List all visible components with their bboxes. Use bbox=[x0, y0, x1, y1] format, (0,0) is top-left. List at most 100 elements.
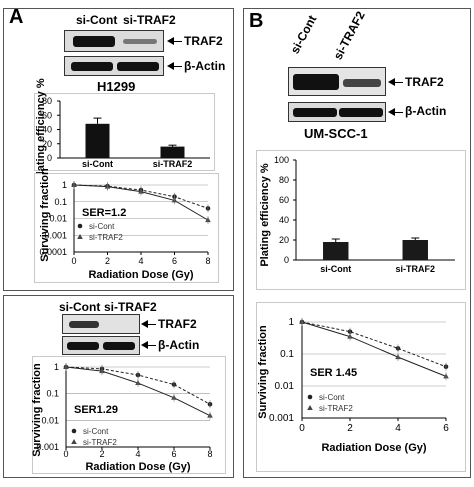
a2-protein-label-actin: β-Actin bbox=[158, 338, 200, 352]
b-band-traf2-cont bbox=[293, 74, 339, 90]
a_survival_bottom-ytick-label: 1 bbox=[54, 362, 59, 372]
a-blot-actin bbox=[64, 56, 164, 76]
a_survival_top-xtick-label: 8 bbox=[205, 256, 210, 266]
b_plating-category-label: si-Cont bbox=[320, 264, 351, 274]
b_plating-ytick-label: 40 bbox=[279, 215, 289, 225]
a_survival_top-xtick-label: 4 bbox=[138, 256, 143, 266]
b-survival-box bbox=[256, 302, 466, 472]
b-protein-label-actin: β-Actin bbox=[405, 104, 447, 118]
a2-band-traf2-cont bbox=[69, 321, 99, 328]
a_plating-ylabel: Plating efficiency % bbox=[35, 78, 47, 182]
a2-blot-actin bbox=[62, 336, 140, 355]
b-blot-traf2 bbox=[288, 67, 386, 96]
a2-lane-label-traf2: si-TRAF2 bbox=[104, 300, 157, 314]
b-plating-chart-box bbox=[256, 150, 466, 290]
a_survival_top-xtick-label: 6 bbox=[172, 256, 177, 266]
b_survival-ytick-label: 0.01 bbox=[275, 381, 295, 392]
panel-a-top bbox=[3, 8, 234, 291]
b_plating-bar bbox=[323, 242, 349, 260]
a_survival_top-ytick-label: 0.01 bbox=[49, 214, 67, 224]
a_survival_bottom-ytick-label: 0.1 bbox=[46, 389, 59, 399]
a2-band-actin-cont bbox=[67, 342, 99, 350]
b-band-actin-si bbox=[339, 108, 383, 117]
a_plating-category-label: si-TRAF2 bbox=[153, 159, 193, 169]
a_survival_top-ytick-label: 0.001 bbox=[44, 230, 67, 240]
panel-b-letter: B bbox=[249, 10, 264, 32]
a_survival_bottom-annotation: SER1.29 bbox=[74, 404, 118, 416]
b_survival-ylabel: Surviving fraction bbox=[257, 325, 269, 419]
a-band-traf2-si bbox=[123, 39, 157, 44]
a2-lane-label-cont: si-Cont bbox=[59, 300, 101, 314]
a_survival_bottom-xtick-label: 8 bbox=[207, 449, 212, 459]
b_survival-legend-marker bbox=[307, 394, 313, 400]
b-arrow-traf2 bbox=[388, 78, 395, 86]
b_survival-xtick-label: 6 bbox=[443, 423, 449, 434]
a_survival_top-ylabel: Surviving fraction bbox=[39, 168, 51, 262]
panel-b bbox=[243, 8, 471, 478]
a_plating-bar bbox=[85, 123, 110, 158]
a_survival_top-legend-marker bbox=[77, 223, 83, 229]
a2-band-actin-si bbox=[103, 342, 135, 350]
b_survival-series-line-0 bbox=[301, 321, 447, 368]
a_survival_bottom-ylabel: Surviving fraction bbox=[31, 363, 43, 457]
b_survival-series-line-1 bbox=[301, 321, 447, 377]
a_survival_top-xtick-label: 0 bbox=[71, 256, 76, 266]
a-blot-traf2 bbox=[64, 30, 164, 52]
a2-arrow-traf2 bbox=[141, 320, 148, 328]
a_survival_bottom-legend-marker bbox=[71, 428, 77, 434]
a_survival_bottom-xtick-label: 2 bbox=[99, 449, 104, 459]
a_plating-ytick-label: 40 bbox=[42, 125, 52, 135]
b-protein-label-traf2: TRAF2 bbox=[405, 75, 444, 89]
b_plating-ytick-label: 20 bbox=[279, 235, 289, 245]
b-band-actin-cont bbox=[293, 108, 337, 117]
b_survival-xtick-label: 2 bbox=[347, 423, 353, 434]
a-lane-label-cont: si-Cont bbox=[76, 13, 118, 27]
a_survival_top-ytick-label: 0.1 bbox=[54, 197, 67, 207]
b_survival-ytick-label: 1 bbox=[288, 317, 294, 328]
b-cell-line-label: UM-SCC-1 bbox=[304, 126, 368, 141]
a-survival-top-box bbox=[34, 173, 219, 283]
a_plating-ytick-label: 20 bbox=[42, 139, 52, 149]
a_survival_bottom-xtick-label: 0 bbox=[63, 449, 68, 459]
a-band-actin-cont bbox=[71, 62, 113, 71]
a_survival_bottom-legend-label: si-Cont bbox=[83, 427, 109, 436]
a-survival-bottom-box bbox=[32, 356, 226, 474]
a-arrow-actin bbox=[167, 62, 174, 70]
b_survival-legend-marker bbox=[307, 405, 313, 410]
a_plating-ytick-label: 0 bbox=[47, 153, 52, 163]
a_plating-category-label: si-Cont bbox=[82, 159, 113, 169]
b_plating-ytick-label: 60 bbox=[279, 195, 289, 205]
a-protein-label-actin: β-Actin bbox=[184, 59, 226, 73]
a_plating-bar bbox=[160, 146, 185, 158]
a_survival_top-legend-marker bbox=[77, 234, 83, 239]
panel-a-bottom bbox=[3, 295, 234, 478]
a_survival_bottom-ytick-label: 0.01 bbox=[41, 415, 59, 425]
a-cell-line-label: H1299 bbox=[97, 79, 136, 94]
b_plating-bar bbox=[402, 240, 428, 260]
a2-protein-label-traf2: TRAF2 bbox=[158, 317, 197, 331]
b-blot-actin bbox=[288, 102, 386, 122]
a_survival_top-ytick-label: 1 bbox=[62, 180, 67, 190]
a_survival_top-legend-label: si-TRAF2 bbox=[89, 233, 123, 242]
a-band-traf2-cont bbox=[73, 36, 115, 47]
a_survival_bottom-legend-label: si-TRAF2 bbox=[83, 438, 117, 447]
b_survival-legend-label: si-Cont bbox=[319, 393, 345, 402]
a-protein-label-traf2: TRAF2 bbox=[184, 34, 223, 48]
a_survival_bottom-xlabel: Radiation Dose (Gy) bbox=[85, 461, 190, 473]
b_survival-xtick-label: 0 bbox=[299, 423, 305, 434]
b_plating-ylabel: Plating efficiency % bbox=[259, 163, 271, 267]
a_plating-ytick-label: 80 bbox=[42, 96, 52, 106]
a-band-actin-si bbox=[117, 62, 159, 71]
b-band-traf2-si bbox=[343, 79, 381, 87]
b_plating-ytick-label: 100 bbox=[274, 155, 289, 165]
a_survival_top-annotation: SER=1.2 bbox=[82, 207, 126, 219]
a_survival_top-xlabel: Radiation Dose (Gy) bbox=[88, 269, 193, 281]
a_survival_bottom-ytick-label: 0.001 bbox=[36, 442, 59, 452]
a2-blot-traf2 bbox=[62, 314, 140, 334]
b_plating-ytick-label: 80 bbox=[279, 175, 289, 185]
a_survival_top-ytick-label: 0.0001 bbox=[39, 247, 67, 257]
b-arrow-actin bbox=[388, 108, 395, 116]
